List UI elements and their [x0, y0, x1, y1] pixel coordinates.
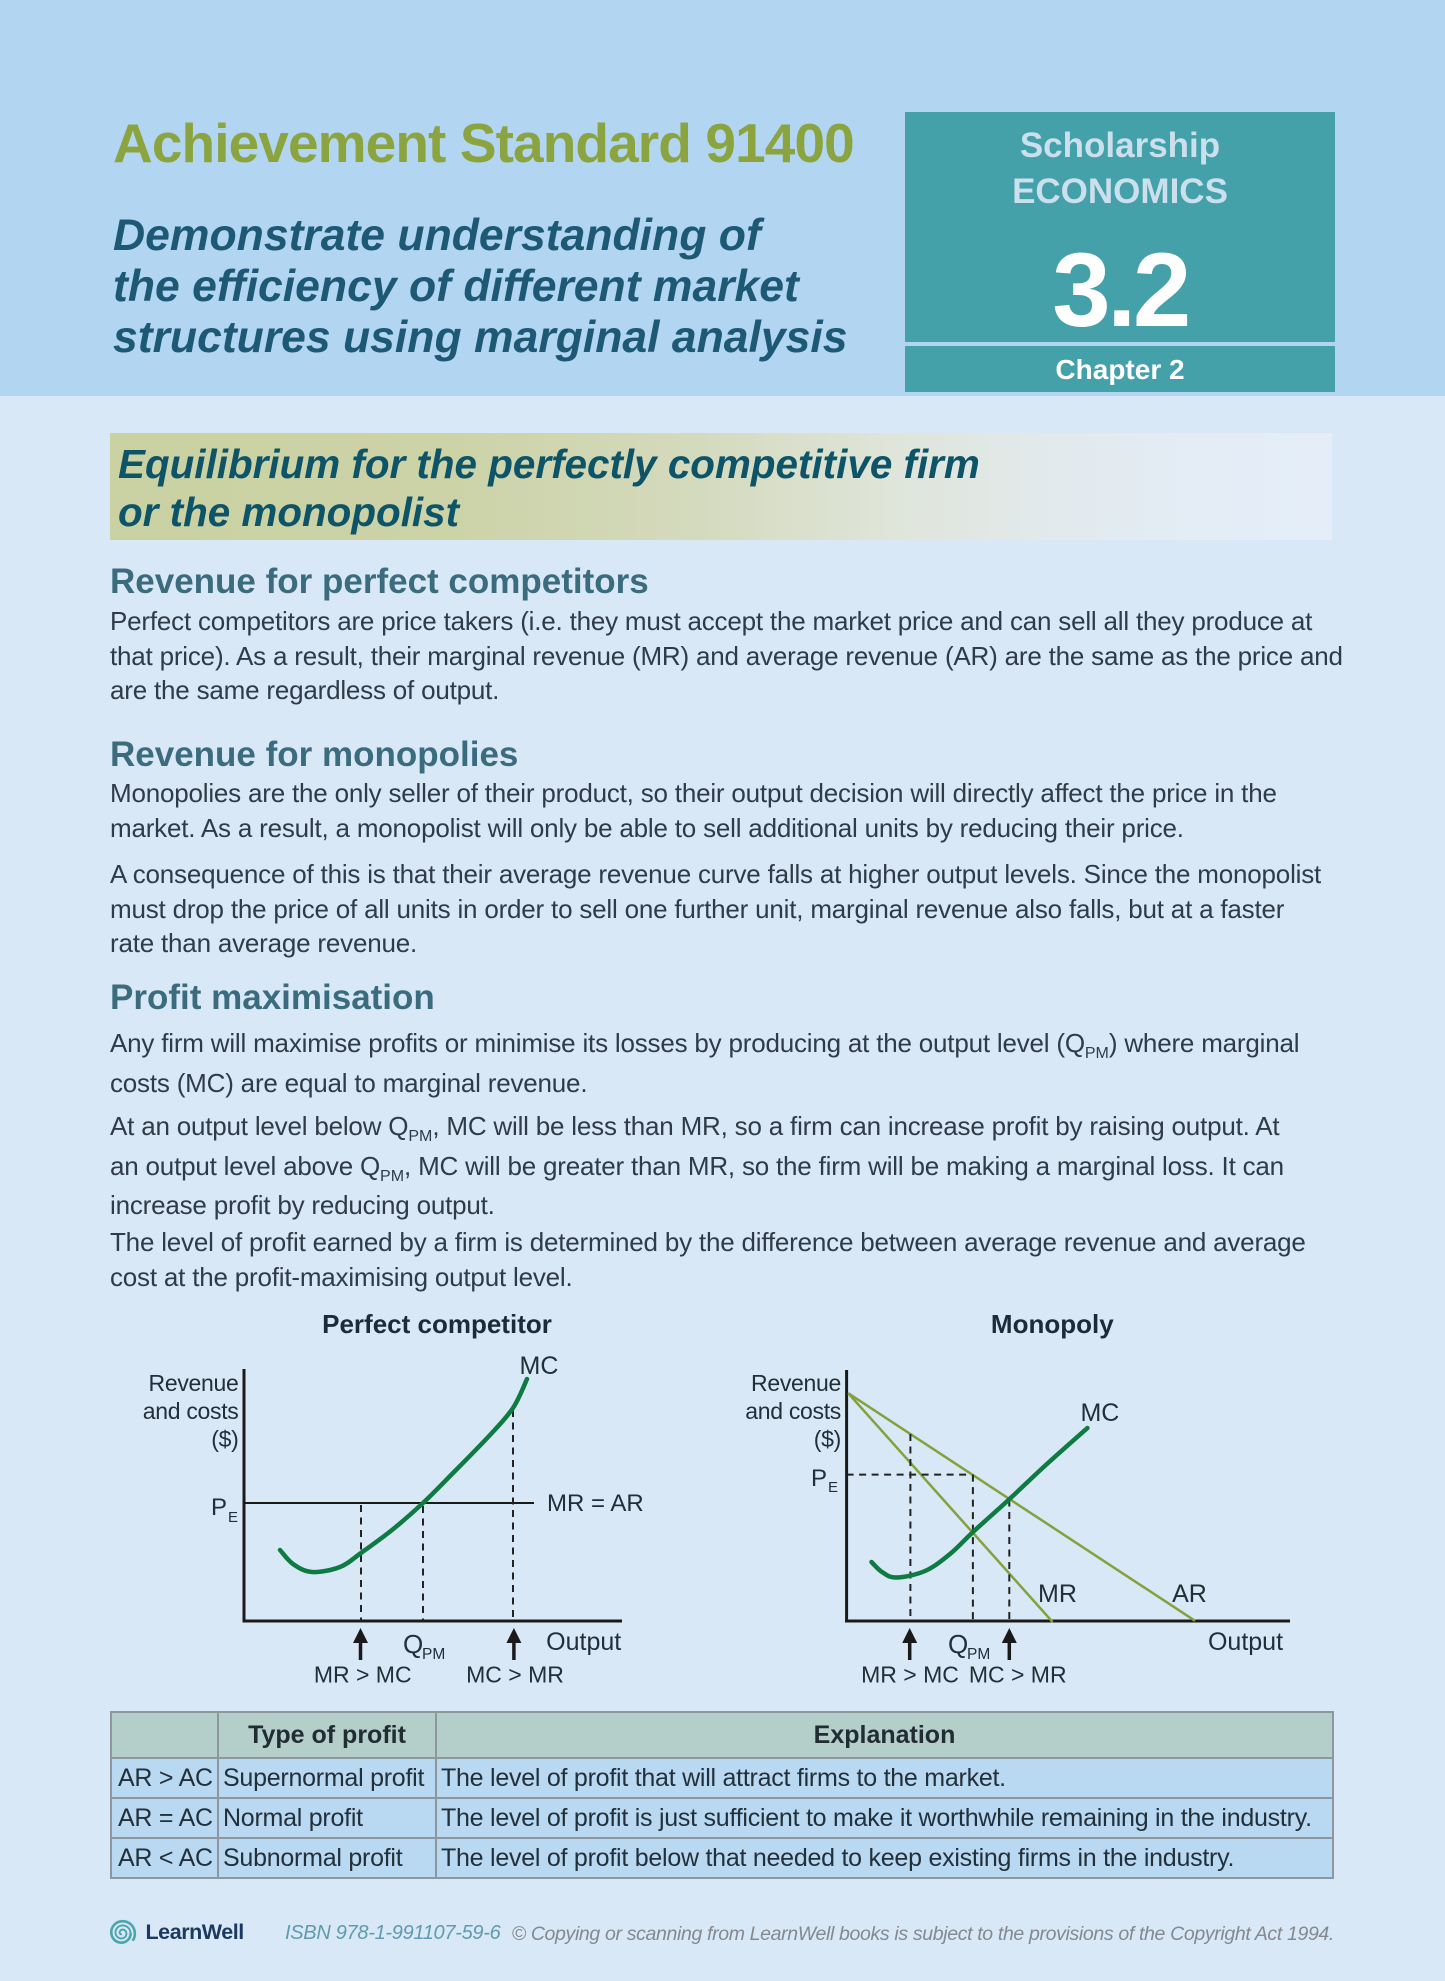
svg-text:Q: Q — [403, 1629, 423, 1659]
svg-text:MR > MC: MR > MC — [861, 1661, 959, 1687]
svg-text:and costs: and costs — [143, 1398, 239, 1424]
svg-text:Perfect competitor: Perfect competitor — [322, 1309, 552, 1339]
svg-text:Q: Q — [948, 1629, 968, 1659]
svg-text:AR: AR — [1172, 1580, 1207, 1608]
svg-text:Monopoly: Monopoly — [991, 1309, 1114, 1339]
svg-text:P: P — [211, 1494, 227, 1521]
svg-text:($): ($) — [211, 1426, 238, 1452]
svg-text:E: E — [228, 1509, 238, 1526]
svg-text:MC > MR: MC > MR — [969, 1661, 1067, 1687]
svg-text:MR = AR: MR = AR — [547, 1490, 644, 1517]
svg-text:Revenue: Revenue — [751, 1370, 841, 1396]
svg-text:P: P — [811, 1465, 827, 1492]
svg-text:MR > MC: MR > MC — [314, 1661, 412, 1687]
svg-text:MR: MR — [1038, 1580, 1077, 1608]
svg-text:Output: Output — [546, 1628, 621, 1656]
svg-text:PM: PM — [422, 1646, 445, 1663]
svg-text:MC > MR: MC > MR — [466, 1661, 564, 1687]
svg-text:E: E — [828, 1479, 838, 1496]
svg-text:MC: MC — [1080, 1399, 1119, 1427]
svg-text:Revenue: Revenue — [149, 1370, 239, 1396]
svg-text:MC: MC — [520, 1352, 559, 1380]
svg-text:($): ($) — [814, 1426, 841, 1452]
svg-text:and costs: and costs — [745, 1398, 841, 1424]
svg-text:Output: Output — [1208, 1628, 1283, 1656]
svg-text:PM: PM — [967, 1646, 990, 1663]
